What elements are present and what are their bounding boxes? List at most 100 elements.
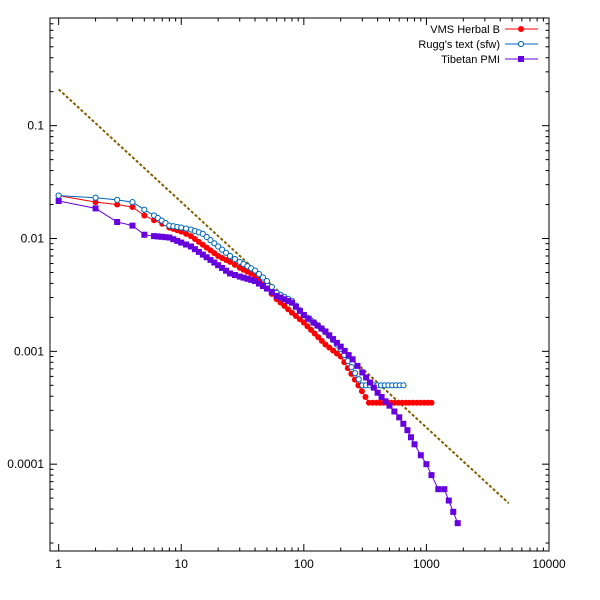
data-point <box>450 508 457 515</box>
data-point <box>92 205 99 212</box>
data-point <box>240 274 247 281</box>
data-point <box>374 389 381 396</box>
data-point <box>386 402 393 409</box>
data-point <box>215 243 222 250</box>
legend-marker <box>518 26 524 32</box>
data-point <box>129 222 136 229</box>
data-point <box>236 273 243 280</box>
data-point <box>300 311 307 318</box>
data-point <box>362 393 369 400</box>
data-point <box>428 399 435 406</box>
x-tick-label: 1000 <box>413 557 440 571</box>
data-point <box>199 230 206 237</box>
y-tick-label: 0.001 <box>14 344 44 358</box>
data-point <box>292 312 299 319</box>
data-point <box>162 234 169 241</box>
data-point <box>195 248 202 255</box>
data-point <box>315 334 322 341</box>
data-point <box>191 246 198 253</box>
data-point <box>141 212 148 219</box>
data-point <box>183 230 190 237</box>
data-point <box>199 251 206 258</box>
data-point <box>219 264 226 271</box>
data-point <box>251 267 259 274</box>
data-point <box>114 201 121 208</box>
data-point <box>363 374 370 381</box>
data-point <box>411 441 418 448</box>
data-point <box>252 278 259 285</box>
data-point <box>337 343 344 350</box>
data-point <box>435 486 442 493</box>
data-point <box>141 231 148 238</box>
data-point <box>255 270 263 278</box>
data-point <box>166 234 173 241</box>
data-point <box>231 255 238 263</box>
data-point <box>263 285 270 292</box>
data-point <box>330 336 337 343</box>
data-point <box>203 254 210 261</box>
data-point <box>114 219 121 226</box>
data-point <box>256 280 263 287</box>
data-point <box>370 384 377 391</box>
legend-label: Tibetan PMI <box>441 54 500 66</box>
data-point <box>55 197 62 204</box>
data-point <box>407 434 414 441</box>
data-point <box>311 330 318 337</box>
data-point <box>423 461 430 468</box>
data-point <box>304 323 311 330</box>
data-point <box>318 337 325 344</box>
data-point <box>348 364 355 371</box>
x-tick-label: 10000 <box>532 557 566 571</box>
data-point <box>305 315 312 322</box>
data-point <box>288 309 295 316</box>
plot-layer <box>55 88 510 527</box>
data-point <box>223 267 230 274</box>
series-2 <box>55 197 461 527</box>
data-point <box>326 332 333 339</box>
data-point <box>211 259 218 266</box>
data-point <box>382 398 389 405</box>
data-point <box>92 194 99 201</box>
x-tick-label: 1 <box>55 557 62 571</box>
data-point <box>404 427 411 434</box>
data-point <box>300 319 307 326</box>
axis-layer: 1 10 100 1000 10000 0.0001 0.001 0.01 0.1 <box>7 17 566 571</box>
data-point <box>288 299 295 306</box>
x-tick-label: 10 <box>175 557 189 571</box>
data-point <box>231 272 238 279</box>
data-point <box>178 224 185 231</box>
data-point <box>400 382 407 389</box>
data-point <box>141 206 148 213</box>
data-point <box>183 241 190 248</box>
data-point <box>219 246 226 253</box>
data-point <box>259 274 267 281</box>
y-tick-label: 0.0001 <box>7 457 44 471</box>
data-point <box>211 240 218 247</box>
data-point <box>308 326 315 333</box>
data-point <box>378 394 385 401</box>
data-point <box>281 296 288 303</box>
data-point <box>55 192 62 199</box>
data-point <box>129 204 136 211</box>
data-point <box>341 347 348 354</box>
data-point <box>441 486 448 493</box>
data-point <box>400 420 407 427</box>
data-point <box>355 376 362 383</box>
data-point <box>396 414 403 421</box>
data-point <box>222 249 230 256</box>
legend-marker <box>518 56 524 62</box>
data-point <box>129 199 136 206</box>
data-point <box>182 225 190 232</box>
data-point <box>417 452 424 459</box>
data-point <box>349 356 356 363</box>
data-point <box>296 307 303 314</box>
data-point <box>268 289 275 296</box>
data-point <box>314 322 321 329</box>
data-point <box>273 292 280 299</box>
data-point <box>227 270 234 277</box>
data-point <box>352 370 359 377</box>
data-point <box>226 252 234 260</box>
data-point <box>345 352 352 359</box>
data-point <box>114 196 121 203</box>
